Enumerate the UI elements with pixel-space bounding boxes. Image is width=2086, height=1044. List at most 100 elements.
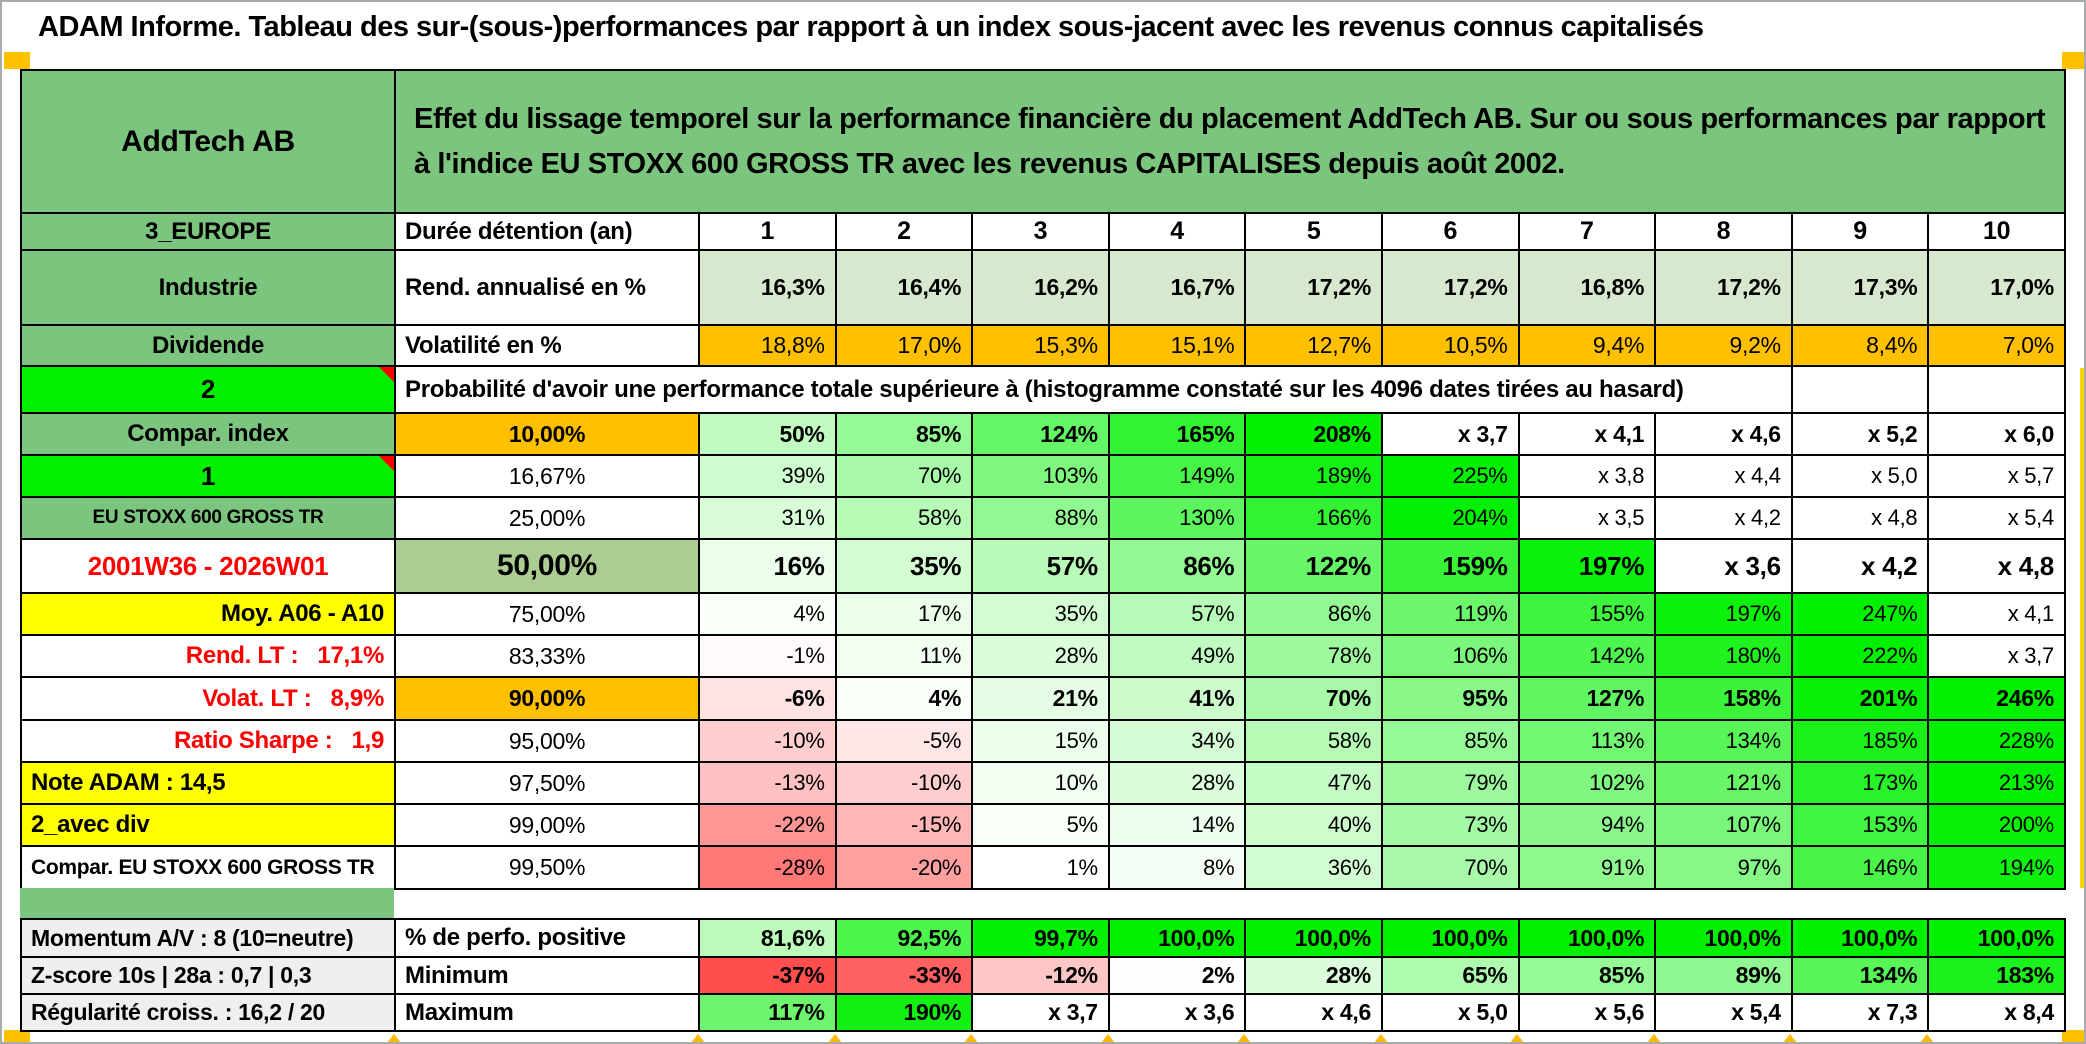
value-cell[interactable]: 81,6% [700,920,837,958]
value-cell[interactable]: 50% [700,414,837,456]
value-cell[interactable]: 197% [1656,594,1793,636]
value-cell[interactable]: -12% [973,958,1110,995]
value-cell[interactable]: 2 [836,214,974,251]
value-cell[interactable]: 6 [1382,214,1520,251]
metric-label-cell[interactable]: 75,00% [396,594,700,636]
value-cell[interactable]: 21% [973,678,1110,721]
value-cell[interactable]: 166% [1246,498,1383,540]
value-cell[interactable]: 17,2% [1382,251,1520,326]
value-cell[interactable]: 100,0% [1656,920,1793,958]
value-cell[interactable]: x 6,0 [1929,414,2066,456]
value-cell[interactable]: 16,7% [1109,251,1247,326]
value-cell[interactable]: 78% [1246,636,1383,678]
value-cell[interactable]: 16,8% [1519,251,1657,326]
value-cell[interactable]: 4% [700,594,837,636]
value-cell[interactable]: x 3,7 [1382,414,1520,456]
company-name-cell[interactable]: AddTech AB [22,71,396,214]
stat-name-cell[interactable]: Maximum [396,995,700,1032]
value-cell[interactable]: 16,4% [836,251,974,326]
probability-header-cell[interactable]: Probabilité d'avoir une performance tota… [396,367,1793,414]
value-cell[interactable]: 49% [1109,636,1247,678]
value-cell[interactable]: 142% [1519,636,1657,678]
value-cell[interactable]: x 4,6 [1246,995,1383,1032]
value-cell[interactable]: 47% [1246,763,1383,805]
value-cell[interactable]: 10,5% [1382,326,1520,367]
value-cell[interactable]: 7 [1519,214,1657,251]
value-cell[interactable]: 190% [836,995,974,1032]
value-cell[interactable]: 35% [973,594,1110,636]
value-cell[interactable]: 2% [1109,958,1247,995]
value-cell[interactable]: 225% [1382,456,1520,498]
value-cell[interactable]: 100,0% [1519,920,1657,958]
value-cell[interactable]: x 5,4 [1929,498,2066,540]
row-label-cell[interactable]: 2 [22,367,396,414]
value-cell[interactable]: 102% [1519,763,1657,805]
metric-label-cell[interactable]: 97,50% [396,763,700,805]
value-cell[interactable]: x 7,3 [1792,995,1930,1032]
value-cell[interactable]: -20% [836,847,974,890]
empty-cell[interactable] [1929,367,2066,414]
value-cell[interactable]: 41% [1109,678,1247,721]
row-label-cell[interactable]: Rend. LT : 17,1% [22,636,396,678]
value-cell[interactable]: 79% [1382,763,1520,805]
empty-cell[interactable] [1792,367,1930,414]
value-cell[interactable]: 10 [1929,214,2066,251]
value-cell[interactable]: 17,0% [836,326,974,367]
row-label-cell[interactable]: Compar. EU STOXX 600 GROSS TR [22,847,396,890]
value-cell[interactable]: -6% [700,678,837,721]
value-cell[interactable]: 57% [1109,594,1247,636]
value-cell[interactable]: 8 [1656,214,1793,251]
value-cell[interactable]: 100,0% [1382,920,1520,958]
value-cell[interactable]: x 5,7 [1929,456,2066,498]
stat-label-cell[interactable]: Régularité croiss. : 16,2 / 20 [22,995,396,1032]
value-cell[interactable]: 88% [973,498,1110,540]
value-cell[interactable]: 16% [700,540,837,594]
value-cell[interactable]: 17,2% [1246,251,1383,326]
value-cell[interactable]: 4 [1109,214,1247,251]
value-cell[interactable]: 103% [973,456,1110,498]
value-cell[interactable]: 146% [1792,847,1930,890]
value-cell[interactable]: -28% [700,847,837,890]
value-cell[interactable]: x 8,4 [1929,995,2066,1032]
value-cell[interactable]: 9,2% [1656,326,1793,367]
row-label-cell[interactable]: Note ADAM : 14,5 [22,763,396,805]
value-cell[interactable]: 165% [1109,414,1247,456]
value-cell[interactable]: 247% [1792,594,1930,636]
value-cell[interactable]: 58% [1246,721,1383,763]
value-cell[interactable]: -15% [836,805,974,847]
value-cell[interactable]: -13% [700,763,837,805]
value-cell[interactable]: x 3,6 [1109,995,1247,1032]
value-cell[interactable]: 40% [1246,805,1383,847]
value-cell[interactable]: 149% [1109,456,1247,498]
value-cell[interactable]: 35% [836,540,974,594]
value-cell[interactable]: 10% [973,763,1110,805]
value-cell[interactable]: 58% [836,498,974,540]
value-cell[interactable]: 197% [1519,540,1657,594]
metric-label-cell[interactable]: 95,00% [396,721,700,763]
value-cell[interactable]: 204% [1382,498,1520,540]
stat-label-cell[interactable]: Momentum A/V : 8 (10=neutre) [22,920,396,958]
report-description-cell[interactable]: Effet du lissage temporel sur la perform… [396,71,2066,214]
value-cell[interactable]: 85% [1382,721,1520,763]
value-cell[interactable]: 185% [1792,721,1930,763]
value-cell[interactable]: -10% [836,763,974,805]
value-cell[interactable]: 17% [836,594,974,636]
row-label-cell[interactable]: 3_EUROPE [22,214,396,251]
value-cell[interactable]: 17,0% [1929,251,2066,326]
row-label-cell[interactable]: Volat. LT : 8,9% [22,678,396,721]
value-cell[interactable]: 130% [1109,498,1247,540]
value-cell[interactable]: 159% [1382,540,1520,594]
value-cell[interactable]: x 4,6 [1656,414,1793,456]
value-cell[interactable]: 4% [836,678,974,721]
value-cell[interactable]: 86% [1246,594,1383,636]
value-cell[interactable]: 183% [1929,958,2066,995]
row-label-cell[interactable]: 1 [22,456,396,498]
value-cell[interactable]: 5 [1246,214,1383,251]
stat-name-cell[interactable]: % de perfo. positive [396,920,700,958]
value-cell[interactable]: 1% [973,847,1110,890]
value-cell[interactable]: 1 [700,214,837,251]
value-cell[interactable]: 8,4% [1792,326,1930,367]
value-cell[interactable]: 11% [836,636,974,678]
spacer-green-cell[interactable] [20,888,394,918]
value-cell[interactable]: 119% [1382,594,1520,636]
